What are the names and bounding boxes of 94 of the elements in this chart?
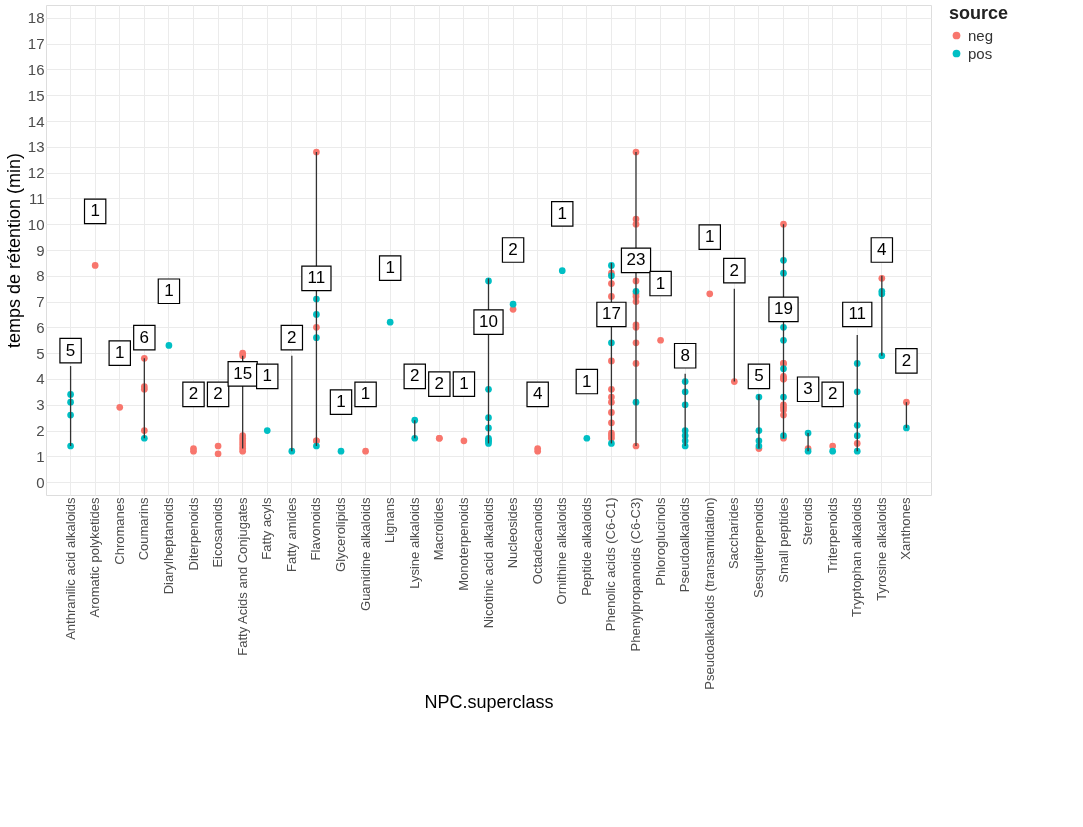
x-tick-label: Phenolic acids (C6-C1) — [603, 497, 619, 632]
x-tick-label: Coumarins — [136, 497, 152, 561]
legend-title: source — [949, 3, 1009, 23]
x-tick-label: Triterpenoids — [824, 497, 840, 573]
x-tick-label: Fatty Acids and Conjugates — [234, 497, 250, 656]
legend-label: pos — [968, 44, 993, 62]
y-tick-label: 1 — [36, 447, 45, 465]
y-tick-label: 4 — [36, 370, 45, 388]
x-tick-label: Xanthones — [898, 497, 914, 560]
annotation: 2 — [729, 260, 740, 280]
x-tick-label: Nicotinic acid alkaloids — [480, 497, 496, 629]
x-tick-label: Octadecanoids — [529, 497, 545, 585]
legend-label: neg — [968, 26, 994, 44]
x-tick-label: Macrolides — [431, 497, 447, 561]
annotation: 4 — [532, 384, 543, 404]
annotation: 17 — [601, 304, 621, 324]
x-tick-label: Tryptophan alkaloids — [849, 497, 865, 617]
annotation: 1 — [385, 258, 395, 278]
annotation: 2 — [287, 327, 297, 347]
x-tick-label: Pseudoalkaloids (transamidation) — [701, 497, 717, 690]
y-tick-label: 8 — [36, 267, 45, 285]
x-tick-label: Aromatic polyketides — [87, 497, 103, 618]
x-tick-label: Sesquiterpenoids — [750, 497, 766, 598]
annotation: 2 — [508, 240, 518, 259]
annotation: 23 — [626, 250, 646, 270]
x-tick-label: Monoterpenoids — [455, 497, 471, 591]
annotation: 4 — [877, 240, 887, 259]
y-tick-label: 6 — [36, 318, 45, 336]
annotation: 1 — [336, 392, 346, 412]
x-tick-label: Chromanes — [111, 497, 127, 565]
x-tick-label: Ornithine alkaloids — [554, 497, 570, 605]
annotation: 3 — [803, 379, 813, 399]
x-tick-label: Saccharides — [726, 497, 742, 570]
annotation: 1 — [655, 273, 666, 293]
annotation: 5 — [65, 340, 76, 360]
y-tick-label: 9 — [36, 241, 45, 259]
annotation: 1 — [360, 384, 371, 404]
annotation: 5 — [754, 366, 764, 386]
x-tick-label: Phloroglucinols — [652, 497, 668, 586]
annotation: 8 — [680, 345, 690, 365]
annotation: 1 — [705, 227, 715, 247]
x-tick-label: Anthranilic acid alkaloids — [62, 497, 78, 640]
annotation: 2 — [901, 350, 912, 370]
annotation: 11 — [848, 304, 867, 324]
annotation: 11 — [307, 268, 326, 288]
annotation: 2 — [188, 384, 199, 404]
annotation: 1 — [262, 366, 272, 386]
x-tick-label: Peptide alkaloids — [578, 497, 594, 596]
annotation: 15 — [233, 363, 253, 383]
annotation: 1 — [459, 374, 469, 394]
x-tick-label: Diarylheptanoids — [160, 497, 176, 595]
y-tick-label: 16 — [27, 60, 45, 78]
y-tick-label: 13 — [27, 138, 45, 156]
x-tick-label: Small peptides — [775, 497, 791, 583]
x-tick-label: Fatty amides — [283, 497, 299, 572]
x-tick-label: Pseudoalkaloids — [677, 497, 693, 593]
y-axis-title: temps de rétention (min) — [3, 152, 24, 349]
annotation: 6 — [139, 327, 150, 347]
x-tick-label: Fatty acyls — [259, 497, 275, 560]
x-tick-label: Flavonoids — [308, 497, 324, 561]
x-tick-label: Lignans — [382, 497, 398, 544]
y-tick-label: 17 — [27, 35, 45, 53]
y-tick-label: 11 — [28, 189, 45, 207]
x-tick-label: Guanidine alkaloids — [357, 497, 373, 611]
x-tick-label: Lysine alkaloids — [406, 497, 422, 589]
y-tick-label: 15 — [27, 86, 45, 104]
annotation: 1 — [164, 281, 174, 301]
annotation: 10 — [479, 312, 498, 332]
x-tick-label: Eicosanoids — [210, 497, 226, 568]
x-tick-label: Nucleosides — [505, 497, 521, 569]
x-tick-label: Phenylpropanoids (C6-C3) — [628, 497, 643, 652]
y-tick-label: 3 — [36, 396, 45, 414]
y-tick-label: 2 — [36, 422, 45, 440]
y-tick-label: 10 — [27, 215, 45, 233]
annotation: 1 — [115, 343, 125, 363]
annotation: 1 — [582, 371, 592, 391]
x-axis-title: NPC.superclass — [424, 691, 554, 712]
y-tick-label: 18 — [27, 9, 45, 27]
y-tick-label: 14 — [27, 112, 45, 130]
x-tick-label: Glycerolipids — [333, 497, 348, 572]
annotation: 1 — [557, 203, 567, 223]
annotation: 19 — [774, 299, 793, 319]
x-tick-label: Diterpenoids — [185, 497, 201, 571]
annotation: 2 — [434, 374, 445, 394]
annotation: 2 — [410, 366, 420, 386]
annotation: 2 — [827, 384, 838, 404]
annotation: 2 — [213, 384, 223, 404]
annotation: 1 — [90, 201, 100, 221]
y-tick-label: 5 — [36, 344, 45, 362]
y-tick-label: 7 — [36, 293, 45, 311]
y-tick-label: 0 — [36, 473, 45, 491]
x-tick-label: Tyrosine alkaloids — [873, 497, 889, 601]
y-tick-label: 12 — [27, 164, 45, 182]
x-tick-label: Steroids — [800, 497, 816, 546]
